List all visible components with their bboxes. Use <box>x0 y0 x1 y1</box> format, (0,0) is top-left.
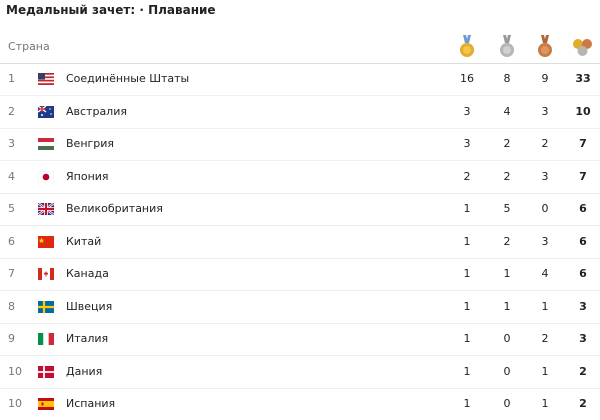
silver-count: 2 <box>503 137 511 150</box>
total-count: 2 <box>579 397 587 410</box>
country-name: Канада <box>66 267 109 280</box>
gold-count: 1 <box>463 202 471 215</box>
gold-count: 3 <box>463 104 471 118</box>
country-name: Япония <box>66 169 109 183</box>
silver-count: 0 <box>503 397 511 410</box>
gold-icon <box>460 35 474 57</box>
flag <box>38 203 54 215</box>
rank: 8 <box>8 299 15 313</box>
country-header: Страна <box>8 40 50 53</box>
country-name: Великобритания <box>66 202 163 215</box>
table-row: 1 Соединённые Штаты 16 8 9 33 <box>0 63 600 96</box>
bronze-count: 3 <box>541 169 549 183</box>
bronze-count: 4 <box>541 267 549 280</box>
title: Медальный зачет: · Плавание <box>6 3 216 17</box>
rank: 10 <box>8 364 22 378</box>
total-count: 10 <box>575 104 591 118</box>
table-row: 2 Австралия 3 4 3 10 <box>0 96 600 129</box>
gold-count: 1 <box>463 234 471 248</box>
bronze-count: 3 <box>541 234 549 248</box>
country-name: Швеция <box>66 299 113 313</box>
country-name: Италия <box>66 332 109 345</box>
rank: 6 <box>8 234 15 248</box>
gold-count: 16 <box>460 72 474 85</box>
bronze-count: 1 <box>541 364 549 378</box>
table-row: 7 Канада 1 1 4 6 <box>0 258 600 291</box>
gold-count: 2 <box>463 169 471 183</box>
rank: 4 <box>8 169 15 183</box>
table-row: 5 Великобритания 1 5 0 6 <box>0 193 600 226</box>
bronze-count: 2 <box>541 137 549 150</box>
bronze-count: 3 <box>541 104 549 118</box>
flag <box>38 268 54 280</box>
rank: 5 <box>8 202 15 215</box>
flag <box>38 170 54 183</box>
total-count: 7 <box>579 137 587 150</box>
rank: 10 <box>8 397 22 410</box>
bronze-count: 2 <box>541 332 549 345</box>
total-count: 2 <box>579 364 587 378</box>
silver-count: 2 <box>503 169 511 183</box>
country-name: Дания <box>66 364 103 378</box>
bronze-count: 0 <box>541 202 549 215</box>
total-count: 33 <box>575 72 591 85</box>
rank: 3 <box>8 137 15 150</box>
total-count: 3 <box>579 299 587 313</box>
country-name: Китай <box>66 234 102 248</box>
bronze-count: 1 <box>541 299 549 313</box>
total-count: 6 <box>579 202 587 215</box>
gold-count: 1 <box>463 332 471 345</box>
silver-count: 8 <box>503 72 511 85</box>
table-row: 10 Испания 1 0 1 2 <box>0 388 600 420</box>
table-row: 3 Венгрия 3 2 2 7 <box>0 128 600 161</box>
gold-count: 1 <box>463 397 471 410</box>
gold-count: 1 <box>463 267 471 280</box>
flag <box>38 398 54 410</box>
silver-count: 5 <box>503 202 511 215</box>
rank: 1 <box>8 72 15 85</box>
silver-count: 0 <box>503 364 511 378</box>
bronze-icon <box>538 35 552 57</box>
table-row: 4 Япония 2 2 3 7 <box>0 161 600 194</box>
flag <box>38 300 54 313</box>
rank: 2 <box>8 104 15 118</box>
silver-count: 2 <box>503 234 511 248</box>
gold-count: 1 <box>463 299 471 313</box>
total-icon <box>573 39 592 56</box>
silver-count: 1 <box>503 267 511 280</box>
gold-count: 1 <box>463 364 471 378</box>
table-header: Страна <box>0 30 600 64</box>
table-row: 10 Дания 1 0 1 2 <box>0 356 600 389</box>
total-count: 6 <box>579 267 587 280</box>
rank: 9 <box>8 332 15 345</box>
table-row: 9 Италия 1 0 2 3 <box>0 323 600 356</box>
silver-count: 1 <box>503 299 511 313</box>
flag <box>38 73 54 85</box>
total-count: 6 <box>579 234 587 248</box>
country-name: Испания <box>66 397 116 410</box>
silver-count: 0 <box>503 332 511 345</box>
silver-icon <box>500 35 514 57</box>
flag <box>38 105 54 118</box>
bronze-count: 1 <box>541 397 549 410</box>
country-name: Австралия <box>66 104 127 118</box>
flag <box>38 365 54 378</box>
country-name: Венгрия <box>66 137 115 150</box>
flag <box>38 333 54 345</box>
rank: 7 <box>8 267 15 280</box>
flag <box>38 235 54 248</box>
total-count: 3 <box>579 332 587 345</box>
silver-count: 4 <box>503 104 511 118</box>
table-row: 8 Швеция 1 1 1 3 <box>0 291 600 324</box>
total-count: 7 <box>579 169 587 183</box>
gold-count: 3 <box>463 137 471 150</box>
table-row: 6 Китай 1 2 3 6 <box>0 226 600 259</box>
country-name: Соединённые Штаты <box>66 72 190 85</box>
flag <box>38 138 54 150</box>
bronze-count: 9 <box>541 72 549 85</box>
